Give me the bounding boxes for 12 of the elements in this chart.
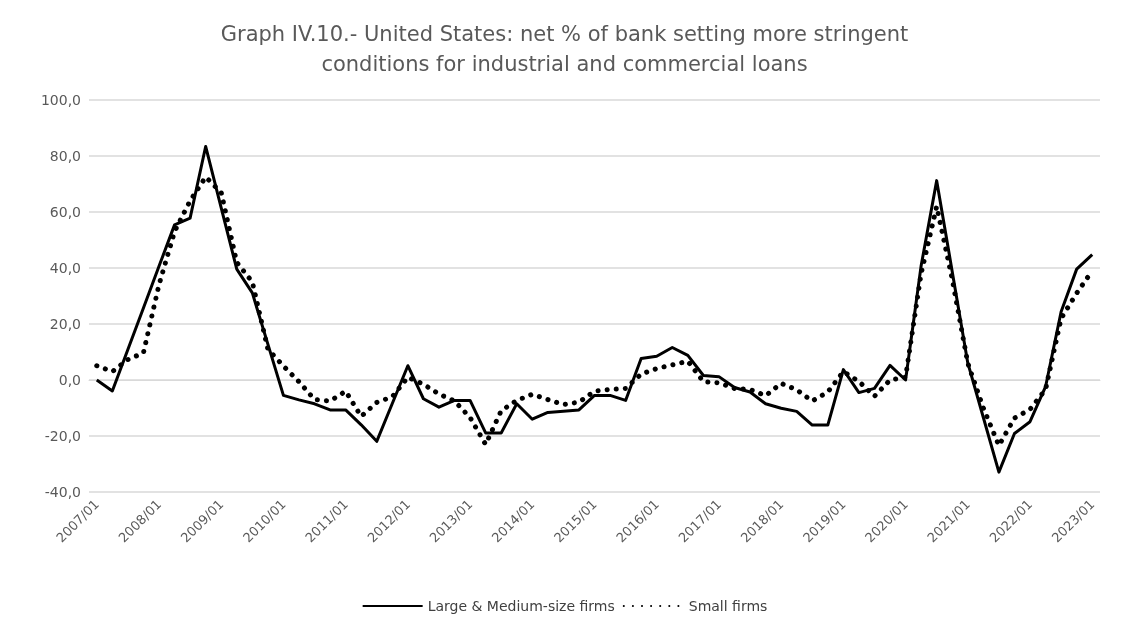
y-tick-label: 80,0 (49, 148, 81, 164)
chart-title: Graph IV.10.- United States: net % of bank setting more stringent conditions for industrial and commercial loans (220, 22, 909, 76)
y-tick-label: 0,0 (58, 372, 81, 388)
y-tick-label: -20,0 (44, 428, 81, 444)
legend-label: Small firms (688, 598, 768, 614)
line-series (95, 144, 1094, 474)
legend-label: Large & Medium-size firms (427, 598, 615, 614)
y-tick-label: -40,0 (44, 484, 81, 500)
y-tick-label: 20,0 (49, 316, 81, 332)
y-tick-label: 40,0 (49, 260, 81, 276)
y-tick-label: 100,0 (40, 92, 81, 108)
y-tick-label: 60,0 (49, 204, 81, 220)
